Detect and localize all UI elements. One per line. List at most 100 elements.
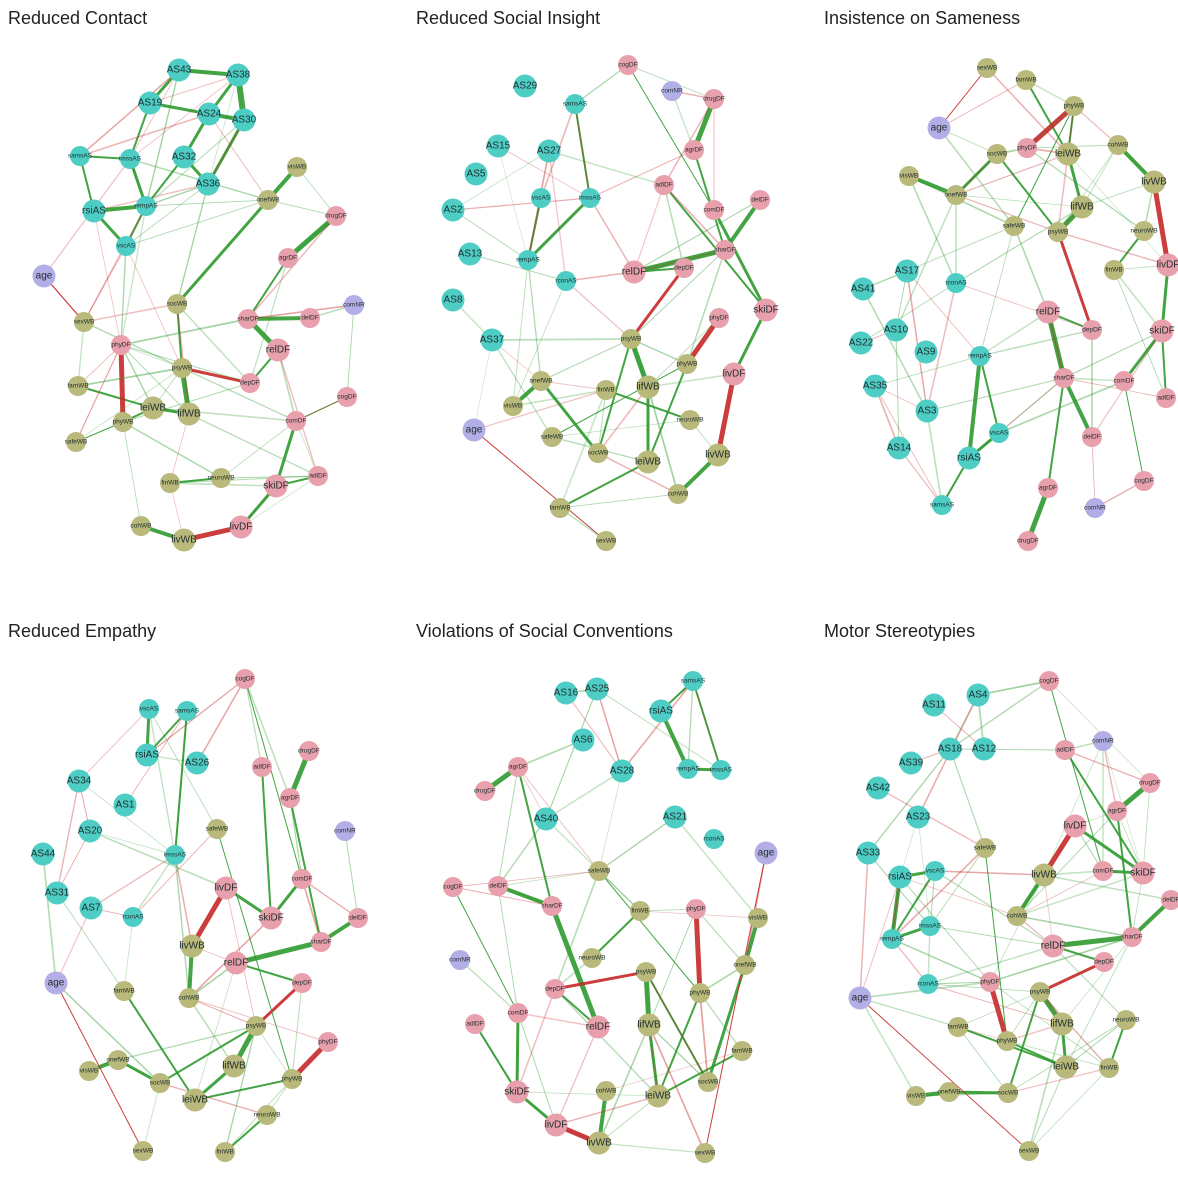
- network-graph: sexWBfamWBphyWBagephyDFsocWBleiWBcohWBvi…: [816, 0, 1178, 580]
- node-circle: [83, 200, 106, 223]
- node-circle: [723, 363, 746, 386]
- node-skiDF: skiDF: [1130, 862, 1156, 885]
- node-delDF: delDF: [300, 308, 320, 328]
- node-skiDF: skiDF: [1149, 320, 1175, 343]
- node-relDF: relDF: [1036, 301, 1060, 324]
- node-circle: [572, 729, 595, 752]
- node-phyWB: phyWB: [690, 983, 711, 1003]
- node-circle: [545, 979, 565, 999]
- node-drugDF: drugDF: [1017, 531, 1039, 551]
- node-rempAS: rempAS: [968, 346, 992, 366]
- node-livWB: livWB: [171, 529, 197, 552]
- node-circle: [589, 861, 609, 881]
- node-rconAS: rconAS: [945, 273, 967, 293]
- edge-famWB-age: [939, 80, 1026, 128]
- node-circle: [300, 308, 320, 328]
- edge-imssAS-AS7: [91, 855, 175, 908]
- node-visWB: visWB: [79, 1061, 99, 1081]
- node-circle: [637, 376, 660, 399]
- node-circle: [915, 341, 938, 364]
- edge-depDF-rempAS: [980, 330, 1092, 356]
- node-circle: [677, 354, 697, 374]
- node-circle: [136, 196, 156, 216]
- edge-agrDF-imssAS: [590, 150, 694, 198]
- node-circle: [542, 896, 562, 916]
- node-adlDF: adlDF: [308, 466, 328, 486]
- node-circle: [674, 258, 694, 278]
- network-panel-reduced-contact: Reduced Contact AS43AS38AS19AS24AS30sams…: [0, 0, 392, 580]
- node-circle: [286, 411, 306, 431]
- node-circle: [1134, 221, 1154, 241]
- node-circle: [233, 109, 256, 132]
- node-AS29: AS29: [513, 75, 538, 98]
- node-circle: [1051, 1013, 1074, 1036]
- node-circle: [850, 332, 873, 355]
- node-livDF: livDF: [545, 1114, 568, 1137]
- node-samsAS: samsAS: [930, 495, 955, 515]
- edge-psyWB-finWB: [225, 1026, 256, 1152]
- node-circle: [184, 1089, 207, 1112]
- node-circle: [586, 678, 609, 701]
- node-skiDF: skiDF: [753, 299, 779, 322]
- edge-rempAS-phyDF: [892, 939, 990, 982]
- edge-age-visWB: [860, 998, 916, 1096]
- node-circle: [654, 175, 674, 195]
- node-circle: [637, 451, 660, 474]
- edge-finWB-skiDF: [1114, 270, 1162, 331]
- node-lifWB: lifWB: [222, 1055, 246, 1078]
- node-circle: [181, 935, 204, 958]
- node-AS35: AS35: [863, 375, 888, 398]
- node-circle: [235, 669, 255, 689]
- edge-sharDF-relDF: [236, 942, 321, 963]
- node-famWB: famWB: [1015, 70, 1036, 90]
- node-finWB: finWB: [1104, 260, 1124, 280]
- node-depDF: depDF: [240, 373, 260, 393]
- node-circle: [998, 1083, 1018, 1103]
- node-circle: [695, 1143, 715, 1163]
- node-circle: [487, 135, 510, 158]
- node-depDF: depDF: [674, 258, 694, 278]
- node-circle: [647, 1085, 670, 1108]
- node-imssAS: imssAS: [164, 845, 187, 865]
- node-circle: [704, 89, 724, 109]
- node-adlDF: adlDF: [252, 757, 272, 777]
- node-cohWB: cohWB: [1007, 906, 1028, 926]
- node-circle: [565, 94, 585, 114]
- node-circle: [1132, 862, 1155, 885]
- node-circle: [167, 294, 187, 314]
- node-circle: [900, 752, 923, 775]
- node-phyDF: phyDF: [686, 899, 706, 919]
- edge-famWB-leiWB: [560, 462, 648, 508]
- node-circle: [280, 788, 300, 808]
- edge-safeWB-relDF: [1014, 226, 1048, 312]
- edge-rconAS-psyWB: [566, 281, 631, 339]
- node-circle: [732, 1041, 752, 1061]
- node-vscAS: vscAS: [139, 699, 159, 719]
- node-circle: [215, 1142, 235, 1162]
- edge-rconAS-famWB: [124, 917, 133, 991]
- node-imssAS: imssAS: [119, 149, 142, 169]
- node-livDF: livDF: [723, 363, 746, 386]
- edge-AS25-AS40: [546, 689, 597, 819]
- node-circle: [709, 308, 729, 328]
- node-circle: [514, 75, 537, 98]
- node-circle: [123, 907, 143, 927]
- node-AS1: AS1: [114, 794, 137, 817]
- node-delDF: delDF: [750, 190, 770, 210]
- node-circle: [1151, 320, 1174, 343]
- node-AS5: AS5: [465, 163, 488, 186]
- node-circle: [989, 423, 1009, 443]
- node-circle: [542, 427, 562, 447]
- node-vscAS: vscAS: [531, 188, 551, 208]
- node-famWB: famWB: [113, 981, 134, 1001]
- node-circle: [698, 1072, 718, 1092]
- node-circle: [442, 199, 465, 222]
- node-circle: [975, 838, 995, 858]
- node-circle: [707, 444, 730, 467]
- node-AS17: AS17: [895, 260, 920, 283]
- node-circle: [882, 929, 902, 949]
- edge-imssAS-livWB: [175, 855, 192, 946]
- edge-skiDF-sharDF: [1064, 331, 1162, 378]
- edge-cogDF-comDF: [1049, 681, 1103, 871]
- node-circle: [715, 240, 735, 260]
